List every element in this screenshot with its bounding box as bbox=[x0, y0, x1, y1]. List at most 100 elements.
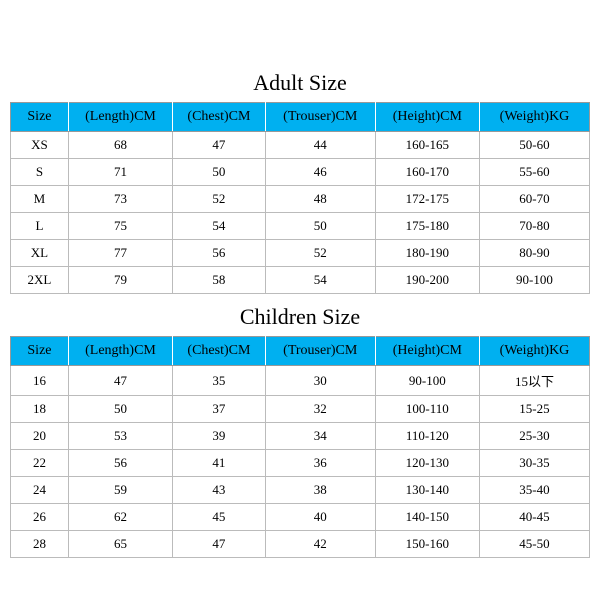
col-weight: (Weight)KG bbox=[479, 337, 589, 366]
cell-length: 59 bbox=[68, 477, 172, 504]
cell-trouser: 46 bbox=[265, 159, 375, 186]
cell-size: L bbox=[11, 213, 69, 240]
cell-height: 175-180 bbox=[375, 213, 479, 240]
col-size: Size bbox=[11, 337, 69, 366]
cell-chest: 43 bbox=[173, 477, 266, 504]
cell-weight: 60-70 bbox=[479, 186, 589, 213]
cell-length: 65 bbox=[68, 531, 172, 558]
cell-weight: 45-50 bbox=[479, 531, 589, 558]
cell-weight: 25-30 bbox=[479, 423, 589, 450]
cell-size: 18 bbox=[11, 396, 69, 423]
col-length: (Length)CM bbox=[68, 103, 172, 132]
cell-size: XL bbox=[11, 240, 69, 267]
cell-trouser: 34 bbox=[265, 423, 375, 450]
cell-height: 130-140 bbox=[375, 477, 479, 504]
cell-length: 71 bbox=[68, 159, 172, 186]
cell-trouser: 50 bbox=[265, 213, 375, 240]
cell-weight: 55-60 bbox=[479, 159, 589, 186]
col-trouser: (Trouser)CM bbox=[265, 337, 375, 366]
cell-length: 47 bbox=[68, 366, 172, 396]
cell-trouser: 38 bbox=[265, 477, 375, 504]
cell-length: 73 bbox=[68, 186, 172, 213]
cell-trouser: 54 bbox=[265, 267, 375, 294]
cell-chest: 39 bbox=[173, 423, 266, 450]
table-row: 2XL 79 58 54 190-200 90-100 bbox=[11, 267, 590, 294]
cell-size: S bbox=[11, 159, 69, 186]
adult-table: Size (Length)CM (Chest)CM (Trouser)CM (H… bbox=[10, 102, 590, 294]
cell-height: 160-165 bbox=[375, 132, 479, 159]
cell-size: 2XL bbox=[11, 267, 69, 294]
adult-title: Adult Size bbox=[10, 60, 590, 102]
cell-chest: 56 bbox=[173, 240, 266, 267]
cell-height: 172-175 bbox=[375, 186, 479, 213]
cell-length: 56 bbox=[68, 450, 172, 477]
table-row: 16 47 35 30 90-100 15以下 bbox=[11, 366, 590, 396]
cell-length: 50 bbox=[68, 396, 172, 423]
cell-height: 190-200 bbox=[375, 267, 479, 294]
cell-trouser: 30 bbox=[265, 366, 375, 396]
col-trouser: (Trouser)CM bbox=[265, 103, 375, 132]
cell-size: 16 bbox=[11, 366, 69, 396]
cell-height: 100-110 bbox=[375, 396, 479, 423]
children-table: Size (Length)CM (Chest)CM (Trouser)CM (H… bbox=[10, 336, 590, 558]
col-length: (Length)CM bbox=[68, 337, 172, 366]
cell-trouser: 42 bbox=[265, 531, 375, 558]
cell-size: 24 bbox=[11, 477, 69, 504]
cell-trouser: 36 bbox=[265, 450, 375, 477]
cell-trouser: 40 bbox=[265, 504, 375, 531]
cell-length: 75 bbox=[68, 213, 172, 240]
cell-height: 140-150 bbox=[375, 504, 479, 531]
cell-chest: 47 bbox=[173, 531, 266, 558]
table-row: XL 77 56 52 180-190 80-90 bbox=[11, 240, 590, 267]
col-height: (Height)CM bbox=[375, 337, 479, 366]
table-row: 18 50 37 32 100-110 15-25 bbox=[11, 396, 590, 423]
table-row: XS 68 47 44 160-165 50-60 bbox=[11, 132, 590, 159]
cell-chest: 50 bbox=[173, 159, 266, 186]
cell-size: 28 bbox=[11, 531, 69, 558]
cell-chest: 45 bbox=[173, 504, 266, 531]
table-row: 26 62 45 40 140-150 40-45 bbox=[11, 504, 590, 531]
col-size: Size bbox=[11, 103, 69, 132]
cell-height: 180-190 bbox=[375, 240, 479, 267]
table-row: S 71 50 46 160-170 55-60 bbox=[11, 159, 590, 186]
cell-weight: 70-80 bbox=[479, 213, 589, 240]
cell-weight: 40-45 bbox=[479, 504, 589, 531]
children-header-row: Size (Length)CM (Chest)CM (Trouser)CM (H… bbox=[11, 337, 590, 366]
cell-length: 53 bbox=[68, 423, 172, 450]
cell-length: 77 bbox=[68, 240, 172, 267]
cell-weight: 35-40 bbox=[479, 477, 589, 504]
cell-size: 22 bbox=[11, 450, 69, 477]
col-chest: (Chest)CM bbox=[173, 337, 266, 366]
children-tbody: 16 47 35 30 90-100 15以下 18 50 37 32 100-… bbox=[11, 366, 590, 558]
cell-trouser: 44 bbox=[265, 132, 375, 159]
col-height: (Height)CM bbox=[375, 103, 479, 132]
cell-weight: 15-25 bbox=[479, 396, 589, 423]
cell-trouser: 52 bbox=[265, 240, 375, 267]
children-title: Children Size bbox=[10, 294, 590, 336]
cell-height: 110-120 bbox=[375, 423, 479, 450]
cell-chest: 52 bbox=[173, 186, 266, 213]
cell-trouser: 48 bbox=[265, 186, 375, 213]
cell-size: M bbox=[11, 186, 69, 213]
col-chest: (Chest)CM bbox=[173, 103, 266, 132]
cell-height: 150-160 bbox=[375, 531, 479, 558]
adult-header-row: Size (Length)CM (Chest)CM (Trouser)CM (H… bbox=[11, 103, 590, 132]
cell-chest: 47 bbox=[173, 132, 266, 159]
cell-chest: 58 bbox=[173, 267, 266, 294]
cell-chest: 54 bbox=[173, 213, 266, 240]
cell-size: 26 bbox=[11, 504, 69, 531]
cell-chest: 37 bbox=[173, 396, 266, 423]
cell-trouser: 32 bbox=[265, 396, 375, 423]
cell-size: XS bbox=[11, 132, 69, 159]
cell-weight: 90-100 bbox=[479, 267, 589, 294]
cell-length: 68 bbox=[68, 132, 172, 159]
cell-chest: 35 bbox=[173, 366, 266, 396]
cell-height: 90-100 bbox=[375, 366, 479, 396]
cell-weight: 30-35 bbox=[479, 450, 589, 477]
table-row: M 73 52 48 172-175 60-70 bbox=[11, 186, 590, 213]
cell-weight: 50-60 bbox=[479, 132, 589, 159]
table-row: 24 59 43 38 130-140 35-40 bbox=[11, 477, 590, 504]
col-weight: (Weight)KG bbox=[479, 103, 589, 132]
cell-height: 160-170 bbox=[375, 159, 479, 186]
cell-length: 62 bbox=[68, 504, 172, 531]
